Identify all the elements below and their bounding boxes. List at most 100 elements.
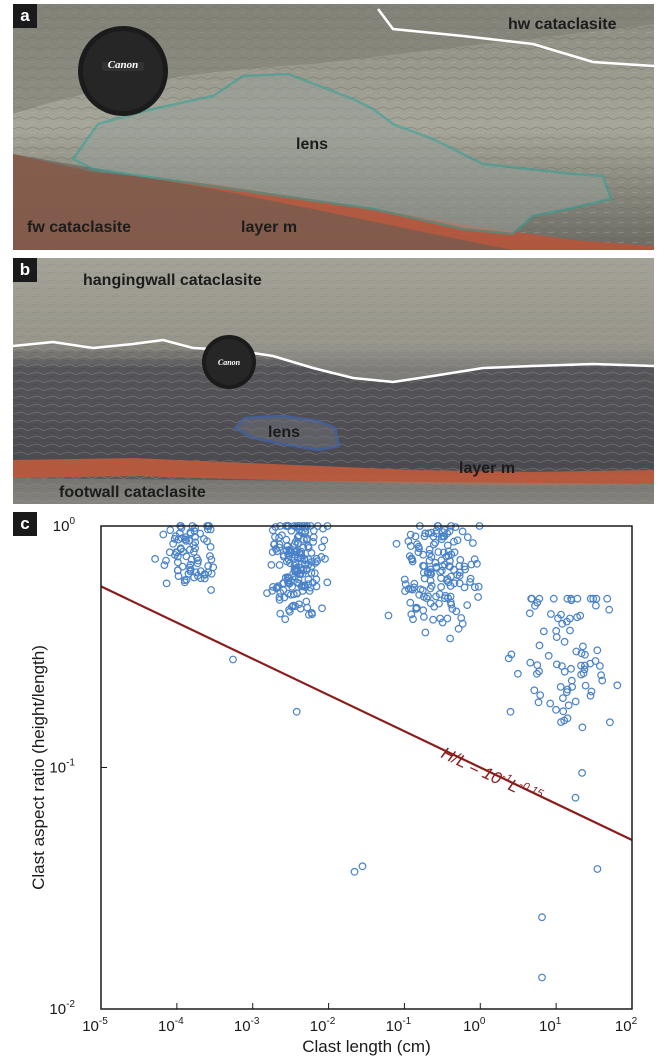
data-point: [538, 973, 546, 982]
data-point: [292, 707, 301, 716]
data-point: [420, 532, 429, 541]
x-tick-label: 10-1: [386, 1016, 412, 1035]
x-tick-label: 101: [539, 1016, 562, 1035]
data-point: [412, 604, 421, 613]
outcrop-photo-b: Canon: [13, 258, 654, 504]
data-point: [318, 543, 326, 552]
cap-brand-text: Canon: [108, 59, 139, 71]
data-point: [191, 523, 200, 532]
data-point: [305, 610, 313, 619]
data-point: [174, 572, 183, 580]
data-point: [284, 578, 292, 587]
data-point: [413, 604, 421, 612]
data-point: [534, 698, 543, 707]
label-layer-m-a: layer m: [241, 219, 298, 236]
data-point: [455, 572, 464, 580]
data-point: [552, 626, 561, 635]
data-point: [419, 606, 428, 615]
data-point: [392, 539, 401, 548]
data-point: [185, 536, 194, 545]
data-point: [166, 526, 175, 535]
fit-label: H/L = 10-1L-0.15: [438, 743, 546, 808]
data-point: [597, 671, 605, 680]
data-point: [603, 594, 612, 603]
data-point: [425, 545, 434, 554]
data-point: [431, 558, 440, 567]
data-point: [293, 589, 302, 598]
data-point: [169, 539, 178, 548]
data-point: [185, 563, 194, 572]
data-point: [299, 543, 308, 552]
photo-panel-b: Canon b hangingwall cataclasite lens lay…: [13, 258, 654, 504]
data-point: [424, 592, 432, 601]
panel-letter-c: c: [13, 512, 37, 536]
data-point: [171, 532, 180, 541]
data-point: [573, 613, 581, 622]
data-point: [460, 583, 469, 592]
data-point: [427, 581, 436, 590]
data-point: [571, 793, 580, 802]
data-point: [432, 563, 441, 571]
data-point: [416, 585, 425, 594]
data-point: [421, 628, 430, 637]
data-point: [547, 610, 555, 618]
label-fw-cataclasite: fw cataclasite: [27, 219, 132, 236]
scatter-chart: H/L = 10-1L-0.15 10-5 10-4 10-3 10-2 10-1 100…: [29, 516, 638, 1056]
data-point: [291, 568, 300, 576]
data-point: [579, 642, 587, 651]
data-point: [272, 545, 280, 553]
data-point: [178, 562, 187, 571]
data-point: [414, 548, 423, 557]
data-point: [581, 681, 590, 690]
data-point: [445, 562, 454, 570]
x-tick-label: 10-2: [310, 1016, 336, 1035]
data-point: [189, 547, 198, 556]
data-point: [181, 535, 190, 544]
data-point: [564, 701, 573, 710]
data-point: [283, 557, 291, 566]
data-point: [182, 575, 191, 584]
data-point: [573, 594, 582, 603]
data-point: [284, 555, 293, 564]
data-point: [563, 714, 572, 723]
data-point: [420, 612, 428, 621]
data-point: [207, 586, 216, 594]
data-point: [566, 626, 574, 635]
y-axis-ticks: 10-2 10-1 100: [49, 516, 107, 1018]
data-point: [456, 556, 465, 564]
y-axis-title: Clast aspect ratio (height/length): [29, 645, 48, 890]
data-point: [567, 676, 576, 685]
data-point: [384, 611, 393, 620]
data-point: [563, 617, 571, 626]
data-point: [593, 865, 602, 873]
label-hangingwall-cataclasite: hangingwall cataclasite: [83, 272, 262, 289]
data-point: [159, 530, 168, 539]
data-point: [410, 579, 419, 588]
data-point: [470, 555, 479, 564]
data-point: [406, 598, 415, 607]
data-point: [526, 658, 535, 667]
data-point: [427, 528, 436, 537]
data-point: [408, 555, 417, 564]
data-point: [309, 526, 318, 535]
data-point: [206, 543, 215, 551]
hangingwall-zone: [13, 258, 654, 382]
data-point: [443, 575, 452, 583]
data-point: [589, 594, 598, 603]
data-point: [546, 699, 555, 708]
data-point: [454, 624, 463, 633]
data-point: [556, 682, 565, 691]
fit-label-main: H/L = 10: [438, 743, 505, 788]
data-point: [571, 697, 580, 706]
data-point: [613, 681, 622, 690]
data-point: [427, 553, 436, 561]
data-point: [278, 531, 286, 540]
data-point: [279, 551, 288, 559]
data-point: [434, 548, 443, 556]
data-point: [552, 705, 560, 714]
x-axis-ticks: 10-5 10-4 10-3 10-2 10-1 100 101 102: [82, 1003, 638, 1035]
data-point: [192, 554, 201, 562]
data-point: [309, 533, 318, 542]
data-point: [435, 590, 444, 598]
data-point: [279, 586, 288, 595]
